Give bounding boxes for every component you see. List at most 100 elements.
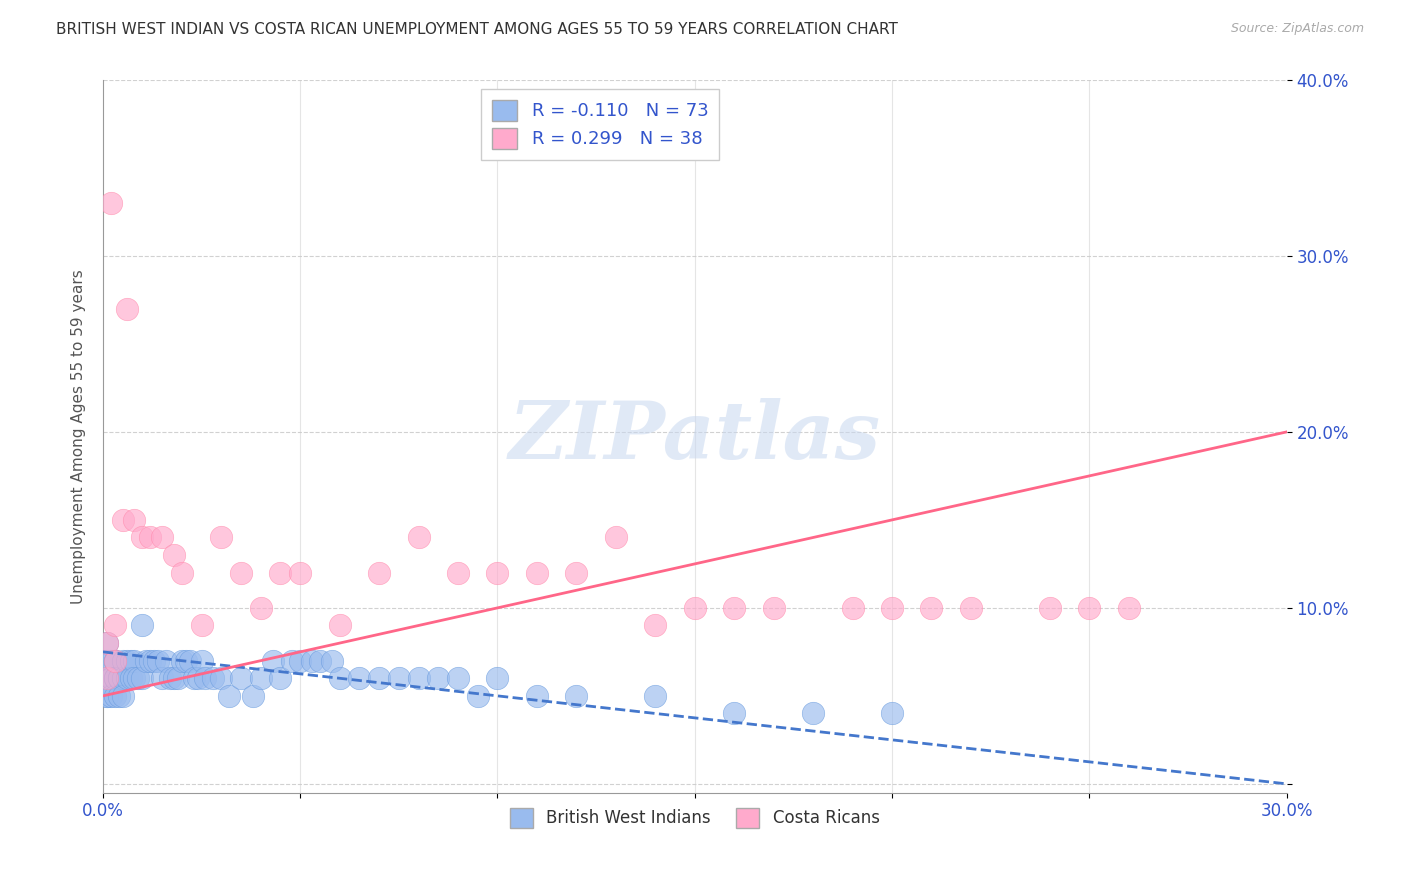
Point bbox=[183, 671, 205, 685]
Point bbox=[127, 671, 149, 685]
Point bbox=[644, 618, 666, 632]
Point bbox=[218, 689, 240, 703]
Point bbox=[368, 671, 391, 685]
Point bbox=[96, 654, 118, 668]
Point bbox=[135, 654, 157, 668]
Point bbox=[163, 671, 186, 685]
Point bbox=[269, 671, 291, 685]
Point bbox=[167, 671, 190, 685]
Point bbox=[179, 654, 201, 668]
Point bbox=[131, 618, 153, 632]
Point bbox=[349, 671, 371, 685]
Point bbox=[124, 671, 146, 685]
Point bbox=[120, 671, 142, 685]
Point bbox=[115, 654, 138, 668]
Point bbox=[100, 196, 122, 211]
Point bbox=[290, 566, 312, 580]
Point bbox=[1078, 600, 1101, 615]
Y-axis label: Unemployment Among Ages 55 to 59 years: Unemployment Among Ages 55 to 59 years bbox=[72, 269, 86, 604]
Point bbox=[960, 600, 983, 615]
Point bbox=[486, 671, 509, 685]
Point bbox=[229, 671, 252, 685]
Point bbox=[1039, 600, 1062, 615]
Point bbox=[96, 671, 118, 685]
Point bbox=[115, 671, 138, 685]
Point bbox=[1118, 600, 1140, 615]
Point bbox=[120, 654, 142, 668]
Point bbox=[124, 654, 146, 668]
Point bbox=[880, 706, 903, 721]
Point bbox=[249, 600, 271, 615]
Point bbox=[388, 671, 411, 685]
Point bbox=[111, 513, 134, 527]
Legend: British West Indians, Costa Ricans: British West Indians, Costa Ricans bbox=[503, 802, 886, 834]
Point bbox=[150, 671, 173, 685]
Point bbox=[139, 531, 162, 545]
Point bbox=[104, 671, 127, 685]
Point bbox=[209, 531, 232, 545]
Point bbox=[447, 671, 470, 685]
Point bbox=[163, 548, 186, 562]
Point bbox=[131, 531, 153, 545]
Point bbox=[107, 689, 129, 703]
Point bbox=[159, 671, 181, 685]
Point bbox=[762, 600, 785, 615]
Point bbox=[249, 671, 271, 685]
Point bbox=[194, 671, 217, 685]
Point bbox=[100, 689, 122, 703]
Point bbox=[96, 671, 118, 685]
Point bbox=[605, 531, 627, 545]
Point bbox=[209, 671, 232, 685]
Point bbox=[269, 566, 291, 580]
Point bbox=[229, 566, 252, 580]
Text: BRITISH WEST INDIAN VS COSTA RICAN UNEMPLOYMENT AMONG AGES 55 TO 59 YEARS CORREL: BRITISH WEST INDIAN VS COSTA RICAN UNEMP… bbox=[56, 22, 898, 37]
Point bbox=[309, 654, 332, 668]
Point bbox=[408, 531, 430, 545]
Point bbox=[124, 513, 146, 527]
Point bbox=[329, 618, 352, 632]
Point bbox=[290, 654, 312, 668]
Point bbox=[104, 654, 127, 668]
Point bbox=[565, 566, 588, 580]
Point bbox=[467, 689, 489, 703]
Point bbox=[100, 671, 122, 685]
Point bbox=[447, 566, 470, 580]
Point bbox=[174, 654, 197, 668]
Point bbox=[170, 566, 193, 580]
Point bbox=[100, 671, 122, 685]
Point bbox=[921, 600, 943, 615]
Point bbox=[368, 566, 391, 580]
Point bbox=[723, 600, 745, 615]
Point bbox=[104, 654, 127, 668]
Point bbox=[321, 654, 343, 668]
Point bbox=[96, 689, 118, 703]
Point bbox=[111, 671, 134, 685]
Point bbox=[202, 671, 225, 685]
Point bbox=[801, 706, 824, 721]
Point bbox=[242, 689, 264, 703]
Point bbox=[96, 636, 118, 650]
Point bbox=[96, 689, 118, 703]
Point bbox=[150, 531, 173, 545]
Text: ZIPatlas: ZIPatlas bbox=[509, 398, 880, 475]
Point bbox=[644, 689, 666, 703]
Point bbox=[131, 671, 153, 685]
Point bbox=[115, 301, 138, 316]
Point bbox=[104, 618, 127, 632]
Point bbox=[111, 654, 134, 668]
Point bbox=[139, 654, 162, 668]
Point bbox=[104, 654, 127, 668]
Point bbox=[190, 618, 212, 632]
Point bbox=[841, 600, 863, 615]
Point bbox=[262, 654, 284, 668]
Point bbox=[408, 671, 430, 685]
Point bbox=[301, 654, 323, 668]
Text: Source: ZipAtlas.com: Source: ZipAtlas.com bbox=[1230, 22, 1364, 36]
Point bbox=[155, 654, 177, 668]
Point bbox=[329, 671, 352, 685]
Point bbox=[427, 671, 450, 685]
Point bbox=[565, 689, 588, 703]
Point bbox=[146, 654, 169, 668]
Point bbox=[107, 671, 129, 685]
Point bbox=[170, 654, 193, 668]
